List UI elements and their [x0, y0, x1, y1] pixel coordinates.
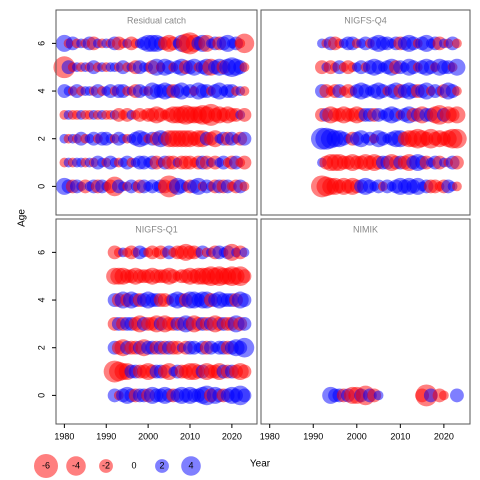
- bubble: [237, 293, 252, 307]
- y-tick-label: 0: [36, 184, 46, 189]
- bubble: [239, 181, 250, 192]
- x-tick-label: 1990: [96, 431, 116, 441]
- bubble: [239, 247, 250, 258]
- panel-title: NIGFS-Q1: [135, 224, 178, 234]
- x-tick-label: 2000: [347, 431, 367, 441]
- bubble: [234, 33, 255, 54]
- legend-bubble: [99, 459, 113, 473]
- legend-bubble: [33, 453, 59, 479]
- panel-border: [55, 9, 258, 216]
- x-tick-label: 1990: [303, 431, 323, 441]
- bubble: [452, 86, 462, 96]
- bubble: [452, 181, 462, 192]
- x-tick-label: 1980: [54, 431, 74, 441]
- bubble: [450, 155, 464, 170]
- bubble: [447, 128, 467, 149]
- bubble: [237, 316, 252, 331]
- x-tick-label: 2020: [434, 431, 454, 441]
- y-tick-label: 0: [36, 393, 46, 398]
- x-tick-label: 2000: [138, 431, 158, 441]
- legend-label: -2: [102, 460, 110, 470]
- y-tick-label: 4: [36, 298, 46, 303]
- legend-bubble: [66, 456, 86, 476]
- bubble: [237, 364, 252, 379]
- panel-title: Residual catch: [127, 15, 186, 25]
- bubble: [237, 155, 252, 170]
- x-tick-label: 2020: [222, 431, 242, 441]
- bubble: [239, 62, 250, 73]
- legend-label: 2: [159, 460, 164, 470]
- legend-label: -4: [72, 460, 80, 470]
- y-tick-label: 2: [36, 345, 46, 350]
- bubble: [450, 388, 464, 403]
- bubble: [234, 337, 255, 358]
- panel-title: NIMIK: [353, 224, 378, 234]
- panel-border: [55, 218, 258, 425]
- legend-bubble: [181, 456, 201, 476]
- panel-border: [260, 218, 471, 425]
- panel-title: NIGFS-Q4: [344, 15, 387, 25]
- bubble: [237, 107, 252, 122]
- y-tick-label: 6: [36, 250, 46, 255]
- legend-label: 0: [131, 460, 136, 470]
- y-axis-label: Age: [17, 209, 28, 227]
- y-tick-label: 4: [36, 89, 46, 94]
- legend-label: 4: [188, 460, 193, 470]
- x-axis-label: Year: [250, 459, 271, 470]
- legend-label: -6: [42, 460, 50, 470]
- bubble: [452, 38, 462, 49]
- x-tick-label: 1980: [260, 431, 280, 441]
- bubble: [237, 131, 252, 146]
- bubble: [448, 106, 466, 124]
- bubble: [373, 390, 384, 401]
- bubble: [448, 58, 466, 76]
- bubble: [237, 388, 252, 403]
- y-tick-label: 2: [36, 136, 46, 141]
- bubble: [438, 390, 449, 401]
- bubble: [237, 269, 252, 284]
- legend-bubble: [155, 459, 169, 473]
- x-tick-label: 2010: [180, 431, 200, 441]
- panel-border: [260, 9, 471, 216]
- bubble: [239, 86, 250, 96]
- y-tick-label: 6: [36, 41, 46, 46]
- x-tick-label: 2010: [390, 431, 410, 441]
